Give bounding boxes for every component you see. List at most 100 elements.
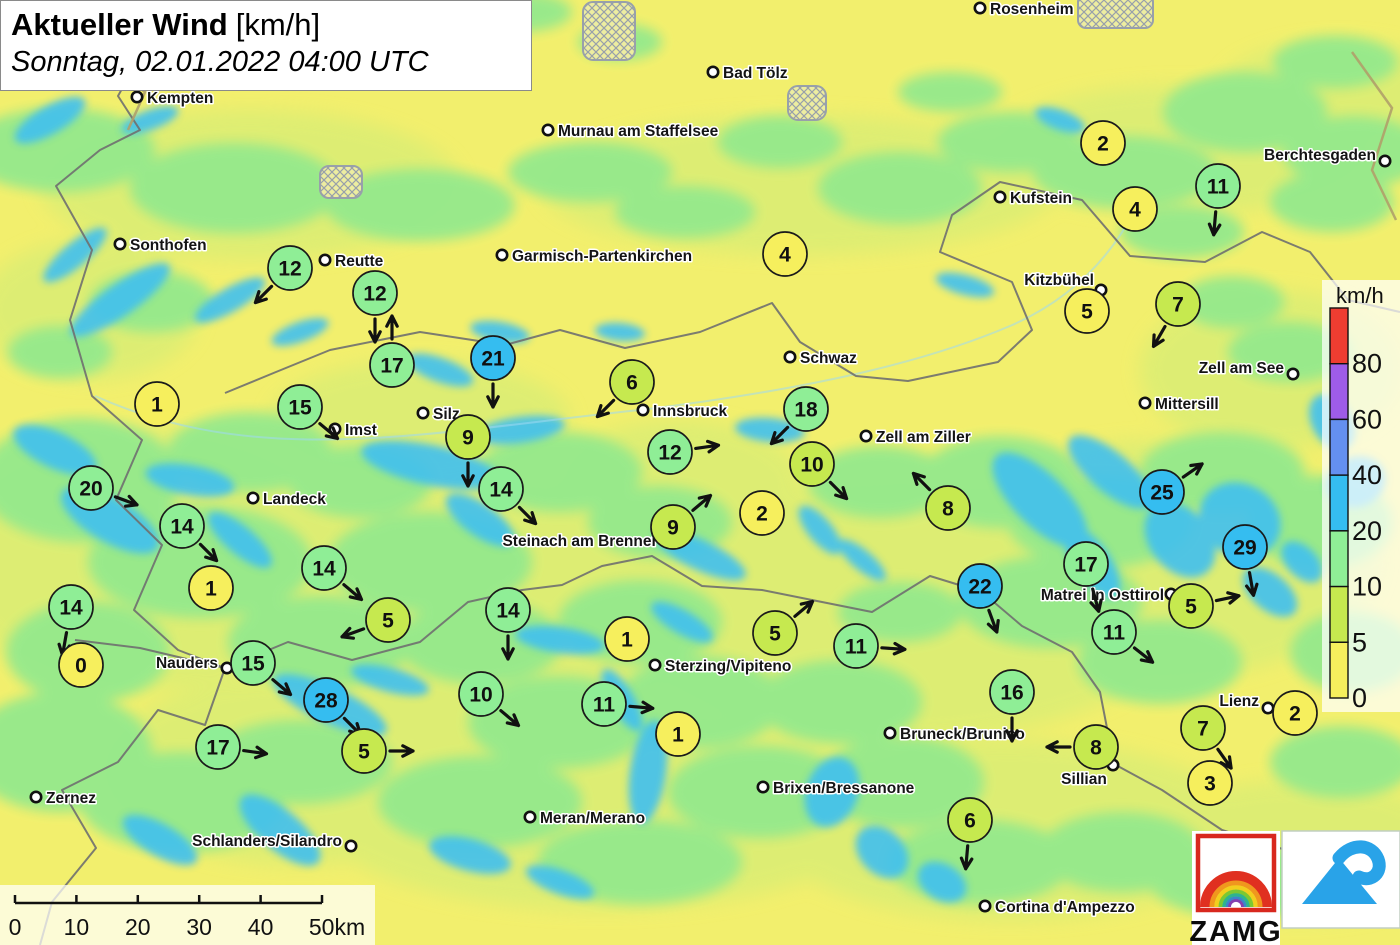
scale-bar: 0 10 20 30 40 50km bbox=[0, 885, 375, 945]
city-label: Zell am See bbox=[1199, 360, 1285, 377]
station-dot bbox=[29, 790, 43, 804]
wind-marker: 7 bbox=[1151, 281, 1201, 348]
wind-speed-circle bbox=[647, 429, 693, 475]
city-label: Berchtesgaden bbox=[1264, 147, 1376, 164]
station-dot bbox=[541, 123, 555, 137]
wind-marker: 9 bbox=[445, 414, 491, 488]
station-dot bbox=[246, 491, 260, 505]
wind-marker: 8 bbox=[911, 471, 971, 531]
wind-speed-value: 17 bbox=[1074, 554, 1097, 577]
wind-marker: 6 bbox=[947, 797, 993, 871]
wind-speed-value: 8 bbox=[1090, 737, 1102, 760]
city-label: Rosenheim bbox=[990, 1, 1074, 18]
station-dot bbox=[648, 658, 662, 672]
legend-tick-label: 60 bbox=[1352, 404, 1382, 434]
wind-speed-value: 5 bbox=[358, 741, 370, 764]
wind-speed-circle bbox=[134, 381, 180, 427]
wind-direction-arrow bbox=[769, 425, 790, 446]
wind-marker: 28 bbox=[303, 677, 363, 737]
hatched-areas bbox=[319, 0, 1154, 199]
station-dot bbox=[1286, 367, 1300, 381]
city-label: Sillian bbox=[1061, 771, 1107, 788]
wind-direction-arrow bbox=[959, 844, 974, 871]
wind-marker: 1 bbox=[604, 616, 650, 662]
station-dot bbox=[130, 90, 144, 104]
city-label: Meran/Merano bbox=[540, 810, 645, 827]
station-dot bbox=[318, 253, 332, 267]
wind-speed-circle bbox=[989, 669, 1035, 715]
scalebar-label: 0 bbox=[9, 914, 22, 940]
map-title: Aktueller Wind [km/h] bbox=[11, 6, 519, 43]
wind-speed-circle bbox=[1222, 524, 1268, 570]
wind-speed-circle bbox=[303, 677, 349, 723]
wind-speed-circle bbox=[277, 384, 323, 430]
wind-speed-value: 2 bbox=[1097, 133, 1109, 156]
wind-speed-value: 4 bbox=[779, 244, 791, 267]
city-label: Zernez bbox=[46, 790, 96, 807]
wind-direction-arrow bbox=[793, 599, 815, 618]
wind-speed-value: 7 bbox=[1172, 294, 1184, 317]
wind-direction-arrow bbox=[388, 744, 415, 758]
city-label: Sonthofen bbox=[130, 237, 207, 254]
wind-direction-arrow bbox=[318, 422, 340, 441]
city-label: Zell am Ziller bbox=[876, 429, 971, 446]
wind-speed-circle bbox=[1091, 609, 1137, 655]
wind-speed-value: 14 bbox=[59, 597, 83, 620]
wind-speed-circle bbox=[341, 728, 387, 774]
legend-color-swatch bbox=[1329, 363, 1349, 421]
wind-direction-arrow bbox=[1207, 210, 1222, 237]
wind-marker: 14 bbox=[159, 503, 219, 563]
wind-marker: 12 bbox=[352, 270, 398, 344]
wind-speed-circle bbox=[609, 359, 655, 405]
wind-speed-value: 2 bbox=[1289, 703, 1301, 726]
wind-marker: 29 bbox=[1222, 524, 1268, 597]
wind-speed-circle bbox=[752, 610, 798, 656]
wind-speed-value: 11 bbox=[593, 694, 616, 717]
wind-speed-value: 1 bbox=[621, 629, 633, 652]
legend-color-swatch bbox=[1329, 641, 1349, 699]
station-dot bbox=[113, 237, 127, 251]
wind-direction-arrow bbox=[342, 583, 364, 602]
product-title: Aktueller Wind bbox=[11, 7, 228, 42]
wind-speed-value: 11 bbox=[1103, 622, 1126, 645]
wind-speed-circle bbox=[68, 465, 114, 511]
legend-tick-label: 40 bbox=[1352, 460, 1382, 490]
wind-direction-arrow bbox=[461, 461, 475, 488]
wind-marker: 18 bbox=[769, 386, 829, 446]
wind-direction-arrow bbox=[499, 709, 521, 728]
wind-speed-value: 7 bbox=[1197, 718, 1209, 741]
wind-marker: 15 bbox=[277, 384, 340, 441]
wind-direction-arrow bbox=[1214, 591, 1241, 605]
city-label: Kufstein bbox=[1010, 190, 1072, 207]
wind-marker: 4 bbox=[1112, 186, 1158, 232]
wind-marker: 10 bbox=[458, 671, 521, 728]
wind-speed-value: 11 bbox=[845, 636, 868, 659]
city-label: Cortina d'Ampezzo bbox=[995, 899, 1135, 916]
wind-speed-value: 16 bbox=[1000, 682, 1023, 705]
wind-speed-circle bbox=[1155, 281, 1201, 327]
wind-direction-arrow bbox=[486, 382, 500, 409]
wind-direction-arrow bbox=[385, 314, 399, 341]
wind-speed-value: 10 bbox=[800, 454, 823, 477]
wind-speed-value: 29 bbox=[1233, 537, 1256, 560]
wind-speed-value: 21 bbox=[481, 348, 505, 371]
wind-speed-circle bbox=[1168, 583, 1214, 629]
wind-marker: 11 bbox=[1091, 609, 1155, 664]
wind-direction-arrow bbox=[1132, 646, 1155, 664]
wind-speed-value: 5 bbox=[1081, 301, 1093, 324]
legend-color-swatch bbox=[1329, 474, 1349, 532]
wind-speed-value: 14 bbox=[489, 479, 513, 502]
wind-speed-circle bbox=[581, 681, 627, 727]
legend-unit: km/h bbox=[1336, 283, 1384, 308]
city-label: Kempten bbox=[147, 90, 213, 107]
wind-marker: 20 bbox=[68, 465, 139, 511]
station-dot bbox=[859, 429, 873, 443]
wind-speed-circle bbox=[925, 485, 971, 531]
city-label: Bad Tölz bbox=[723, 65, 788, 82]
wind-direction-arrow bbox=[911, 471, 932, 492]
wind-speed-value: 1 bbox=[151, 394, 163, 417]
wind-speed-circle bbox=[48, 584, 94, 630]
wind-speed-value: 12 bbox=[658, 442, 681, 465]
wind-direction-arrow bbox=[628, 700, 655, 715]
wind-speed-circle bbox=[188, 565, 234, 611]
